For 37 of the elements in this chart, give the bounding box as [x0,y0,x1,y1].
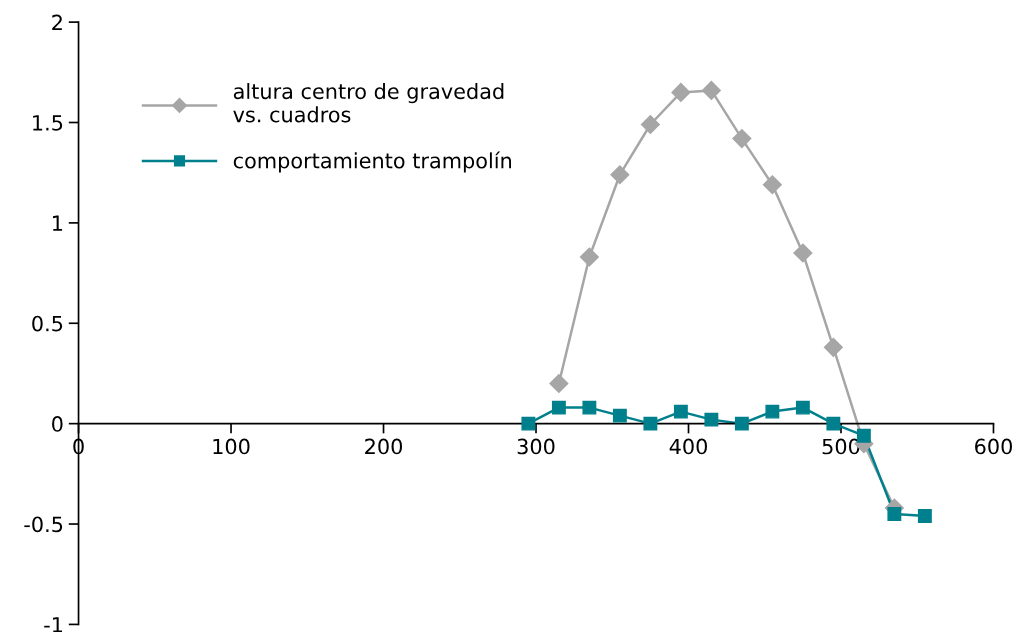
point [826,416,841,431]
x-tick-label: 200 [365,438,403,455]
y-tick-label: -1 [44,617,63,632]
legend-label: comportamiento trampolín [233,151,511,173]
x-tick-label: 300 [517,438,555,455]
y-tick-label: 2 [52,14,62,31]
point [521,416,536,431]
point [579,247,599,267]
x-tick-label: 100 [213,438,250,455]
point [793,243,813,263]
point [765,404,780,419]
point [732,129,752,149]
point [887,507,902,521]
point [734,416,749,431]
point [610,165,630,185]
point [701,80,721,100]
y-tick-label: 0.5 [32,315,63,332]
point [612,408,627,423]
x-tick-label: 400 [669,438,707,455]
y-tick-label: 1 [52,215,63,231]
x-tick-label: 600 [975,438,1012,455]
point [551,400,566,415]
point [643,416,658,431]
point [762,175,782,195]
point [823,337,843,357]
y-tick-label: 1.5 [33,115,63,131]
point [795,400,810,415]
legend-label: altura centro de gravedad vs. cuadros [233,83,504,123]
point [640,114,660,135]
point [917,509,932,523]
point [549,373,569,394]
y-tick-label: 0 [52,416,63,432]
y-tick-label: -0.5 [24,516,63,533]
point [582,400,597,415]
point [673,404,688,419]
point [671,82,691,102]
point [704,412,719,427]
